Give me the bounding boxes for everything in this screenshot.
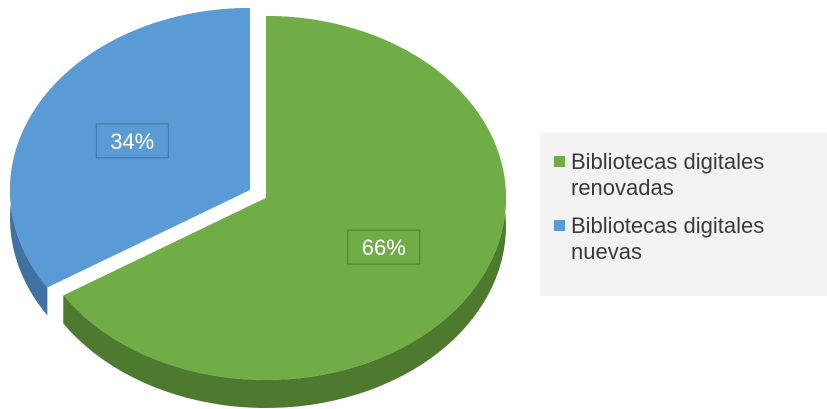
legend-label-renovadas: Bibliotecas digitales renovadas	[571, 149, 765, 200]
pie-slice-0	[63, 16, 507, 381]
legend-item-nuevas: Bibliotecas digitales nuevas	[554, 213, 827, 265]
legend-item-renovadas: Bibliotecas digitales renovadas	[554, 149, 827, 201]
data-label-0: 66%	[362, 235, 406, 260]
data-label-1: 34%	[110, 129, 154, 154]
legend-swatch-renovadas	[554, 156, 565, 167]
chart-legend: Bibliotecas digitales renovadas Bibliote…	[540, 133, 827, 296]
data-label-box-0	[347, 229, 421, 265]
legend-swatch-nuevas	[554, 220, 565, 231]
legend-label-nuevas: Bibliotecas digitales nuevas	[571, 213, 765, 264]
pie-labels-layer: 66% 34%	[95, 123, 421, 265]
data-label-box-1	[95, 123, 169, 159]
